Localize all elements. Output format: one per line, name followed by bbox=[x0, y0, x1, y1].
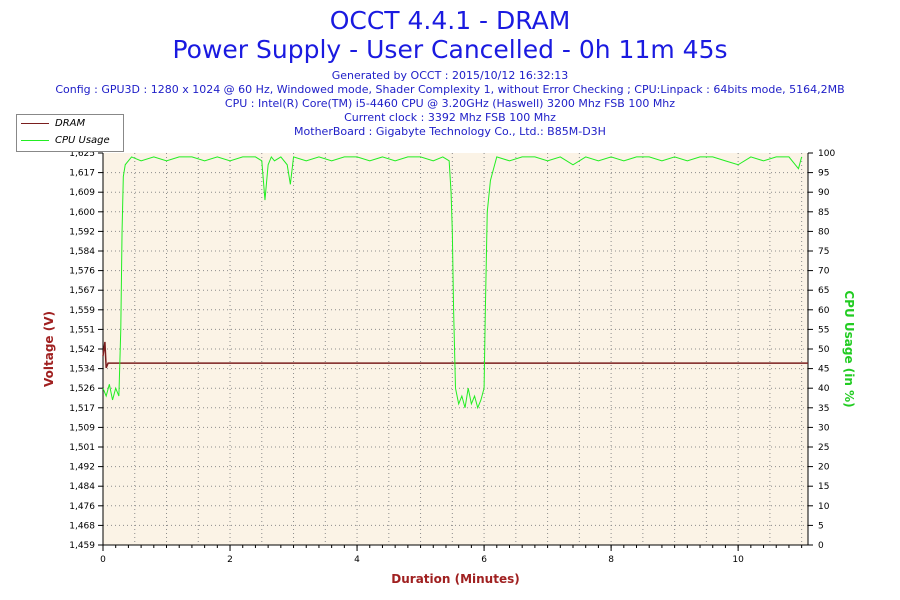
y-left-tick-label: 1,567 bbox=[69, 286, 95, 296]
y-left-tick-label: 1,534 bbox=[69, 365, 95, 375]
y-left-tick-label: 1,617 bbox=[69, 169, 95, 179]
y-right-tick-label: 100 bbox=[818, 149, 835, 159]
y-left-tick-label: 1,609 bbox=[69, 188, 95, 198]
chart-title: OCCT 4.4.1 - DRAM bbox=[329, 6, 571, 35]
y-left-tick-label: 1,625 bbox=[69, 149, 95, 159]
y-left-tick-label: 1,584 bbox=[69, 247, 95, 257]
y-right-tick-label: 45 bbox=[818, 365, 829, 375]
y-axis-label-left: Voltage (V) bbox=[42, 311, 56, 387]
y-left-tick-label: 1,592 bbox=[69, 227, 95, 237]
y-axis-label-right: CPU Usage (in %) bbox=[842, 290, 856, 407]
x-tick-label: 8 bbox=[608, 555, 614, 565]
motherboard-line: MotherBoard : Gigabyte Technology Co., L… bbox=[294, 125, 606, 138]
legend-item-cpu: CPU Usage bbox=[21, 134, 110, 148]
x-tick-label: 10 bbox=[732, 555, 744, 565]
x-tick-label: 6 bbox=[481, 555, 487, 565]
legend: DRAM CPU Usage bbox=[16, 114, 124, 152]
y-right-tick-label: 65 bbox=[818, 286, 829, 296]
y-right-tick-label: 70 bbox=[818, 267, 830, 277]
legend-item-dram: DRAM bbox=[21, 117, 85, 131]
clock-line: Current clock : 3392 Mhz FSB 100 Mhz bbox=[344, 111, 556, 124]
y-left-tick-label: 1,526 bbox=[69, 384, 95, 394]
y-left-tick-label: 1,459 bbox=[69, 541, 95, 551]
y-left-tick-label: 1,559 bbox=[69, 306, 95, 316]
y-left-tick-label: 1,517 bbox=[69, 404, 95, 414]
y-right-tick-label: 80 bbox=[818, 227, 830, 237]
y-right-tick-label: 95 bbox=[818, 169, 829, 179]
y-right-tick-label: 85 bbox=[818, 208, 829, 218]
config-line: Config : GPU3D : 1280 x 1024 @ 60 Hz, Wi… bbox=[55, 83, 845, 96]
y-right-tick-label: 75 bbox=[818, 247, 829, 257]
series-line-cpu-usage bbox=[102, 155, 803, 410]
x-tick-label: 0 bbox=[100, 555, 106, 565]
y-left-tick-label: 1,542 bbox=[69, 345, 95, 355]
y-left-tick-label: 1,468 bbox=[69, 521, 95, 531]
y-right-tick-label: 5 bbox=[818, 521, 824, 531]
chart-subtitle: Power Supply - User Cancelled - 0h 11m 4… bbox=[172, 35, 728, 64]
y-right-tick-label: 50 bbox=[818, 345, 830, 355]
y-right-tick-label: 15 bbox=[818, 482, 829, 492]
y-right-tick-label: 90 bbox=[818, 188, 830, 198]
series-line-dram bbox=[102, 341, 808, 369]
x-tick-label: 2 bbox=[227, 555, 233, 565]
y-left-tick-label: 1,484 bbox=[69, 482, 95, 492]
y-right-tick-label: 35 bbox=[818, 404, 829, 414]
y-right-tick-label: 60 bbox=[818, 306, 830, 316]
y-left-tick-label: 1,551 bbox=[69, 325, 95, 335]
legend-label-cpu: CPU Usage bbox=[55, 135, 110, 146]
y-right-tick-label: 55 bbox=[818, 325, 829, 335]
y-left-tick-label: 1,576 bbox=[69, 267, 95, 277]
x-tick-label: 4 bbox=[354, 555, 360, 565]
legend-swatch-cpu bbox=[21, 139, 49, 141]
y-right-tick-label: 10 bbox=[818, 502, 830, 512]
y-left-tick-label: 1,600 bbox=[69, 208, 95, 218]
y-left-tick-label: 1,509 bbox=[69, 423, 95, 433]
y-left-tick-label: 1,492 bbox=[69, 463, 95, 473]
legend-swatch-dram bbox=[21, 122, 49, 124]
y-right-tick-label: 0 bbox=[818, 541, 824, 551]
y-left-tick-label: 1,501 bbox=[69, 443, 95, 453]
cpu-line: CPU : Intel(R) Core(TM) i5-4460 CPU @ 3.… bbox=[224, 97, 676, 110]
y-right-tick-label: 25 bbox=[818, 443, 829, 453]
y-right-tick-label: 30 bbox=[818, 423, 830, 433]
y-right-tick-label: 40 bbox=[818, 384, 830, 394]
y-right-tick-label: 20 bbox=[818, 463, 830, 473]
x-axis-label: Duration (Minutes) bbox=[391, 572, 519, 586]
generated-line: Generated by OCCT : 2015/10/12 16:32:13 bbox=[331, 69, 569, 82]
legend-label-dram: DRAM bbox=[55, 118, 86, 129]
y-left-tick-label: 1,476 bbox=[69, 502, 95, 512]
